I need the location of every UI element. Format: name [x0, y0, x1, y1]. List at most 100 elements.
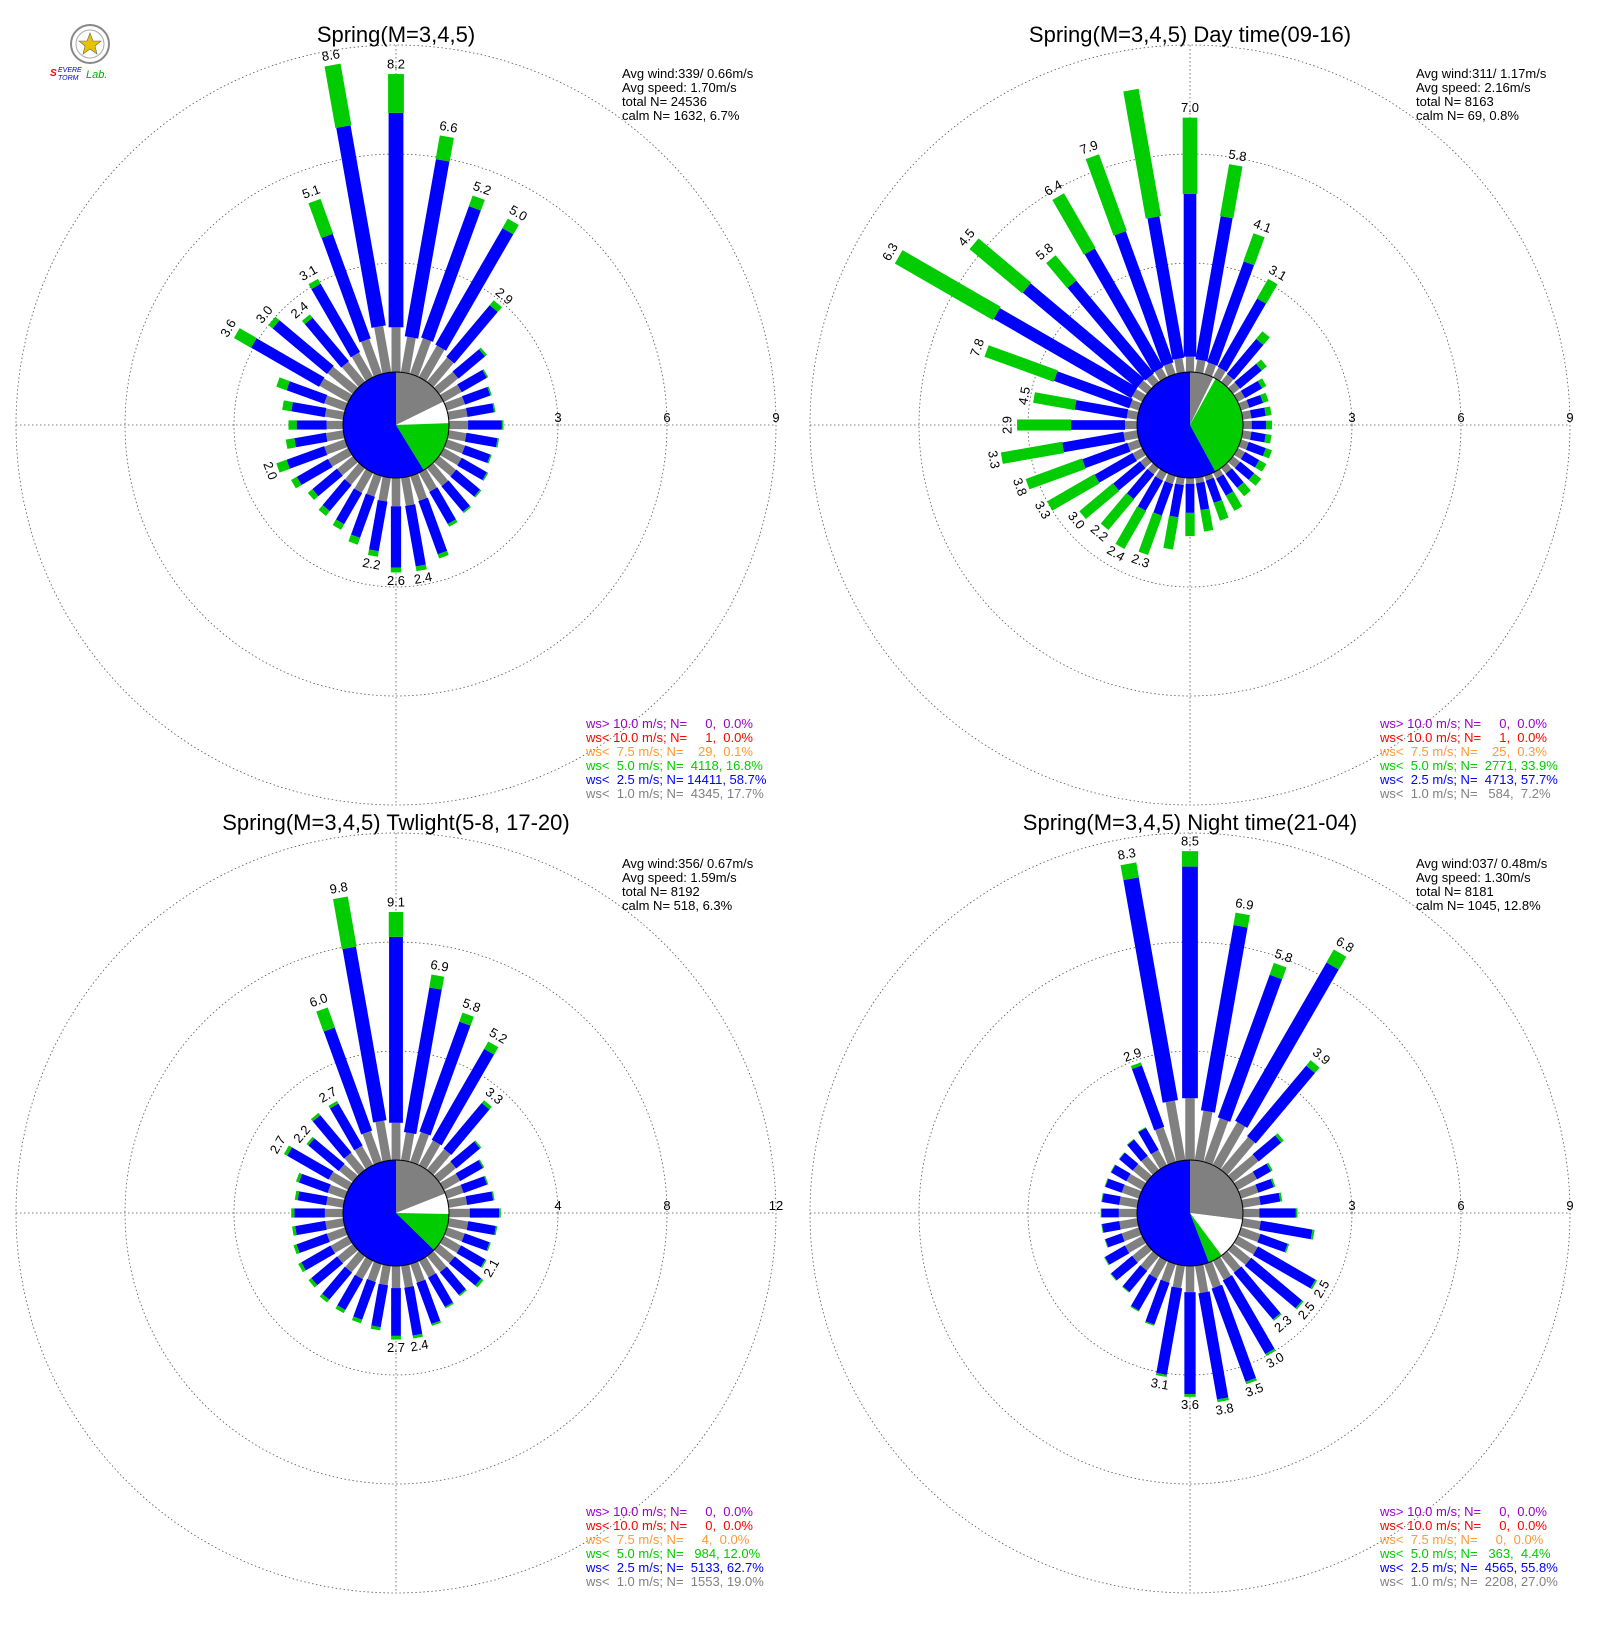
bar-calm-segment	[379, 1264, 391, 1286]
bar-light-segment	[1252, 1135, 1282, 1162]
bar-calm-segment	[1242, 1208, 1260, 1218]
legend-entry: ws> 10.0 m/s; N= 0, 0.0%	[585, 716, 753, 731]
bar-light-segment	[464, 432, 498, 448]
bar-calm-segment	[1119, 1196, 1139, 1208]
bar-dir-40	[1220, 1060, 1320, 1176]
bar-calm-segment	[1227, 1243, 1251, 1265]
bar-dir-190	[370, 1264, 391, 1331]
bar-green-segment	[333, 896, 357, 950]
bar-light-segment	[457, 369, 487, 393]
ring-label: 12	[769, 1198, 783, 1213]
bar-light-segment	[1217, 974, 1283, 1122]
bar-light-segment	[311, 1256, 344, 1286]
bar-value-label: 9.1	[387, 894, 405, 909]
bar-light-segment	[1185, 483, 1195, 513]
legend-entry: ws< 10.0 m/s; N= 0, 0.0%	[585, 1518, 753, 1533]
bar-green-segment	[1264, 406, 1272, 416]
bar-light-segment	[450, 1141, 481, 1169]
bar-calm-segment	[328, 1171, 353, 1191]
bar-calm-segment	[418, 1256, 436, 1278]
bar-dir-40	[426, 300, 502, 388]
bar-dir-20	[1203, 962, 1287, 1165]
bar-green-segment	[1110, 1273, 1117, 1281]
bar-value-label: 5.2	[471, 178, 493, 198]
bar-value-label: 8.6	[321, 46, 341, 64]
bar-calm-segment	[1243, 420, 1252, 430]
bar-green-segment	[307, 489, 319, 501]
stat-total-n: total N= 8163	[1416, 94, 1494, 109]
bar-light-segment	[1259, 1192, 1281, 1206]
bar-green-segment	[324, 63, 352, 129]
bar-calm-segment	[426, 1148, 451, 1176]
bar-dir-100	[1241, 430, 1272, 444]
bar-calm-segment	[328, 447, 353, 467]
bar-green-segment	[1219, 164, 1243, 219]
bar-dir-240	[1104, 1235, 1147, 1266]
bar-light-segment	[391, 1288, 401, 1336]
bar-light-segment	[1113, 461, 1146, 491]
bar-dir-40	[426, 1100, 492, 1176]
bar-calm-segment	[1175, 476, 1185, 486]
legend-entry: ws< 5.0 m/s; N= 984, 12.0%	[585, 1546, 761, 1561]
bar-light-segment	[1153, 481, 1174, 516]
bar-light-segment	[1216, 474, 1234, 496]
bar-calm-segment	[338, 1164, 359, 1183]
bar-light-segment	[1234, 363, 1262, 389]
bar-light-segment	[460, 1176, 488, 1194]
bar-light-segment	[312, 1115, 352, 1159]
bar-green-segment	[499, 1208, 501, 1218]
bar-green-segment	[1264, 434, 1272, 444]
bar-light-segment	[295, 1220, 327, 1236]
bar-light-segment	[353, 1278, 376, 1320]
bar-calm-segment	[1212, 1256, 1232, 1280]
bar-calm-segment	[410, 1261, 425, 1283]
bar-dir-240	[298, 1235, 353, 1273]
bar-light-segment	[439, 1266, 466, 1296]
bar-calm-segment	[409, 338, 432, 377]
wind-rose-panel-3: Spring(M=3,4,5) Twlight(5-8, 17-20) 4 8 12 9…	[15, 810, 783, 1594]
bar-green-segment	[1254, 459, 1267, 472]
bar-calm-segment	[1127, 439, 1142, 452]
bar-calm-segment	[1186, 478, 1194, 484]
bar-green-segment	[429, 974, 445, 990]
bar-value-label: 2.6	[387, 573, 405, 588]
bar-calm-segment	[391, 1266, 401, 1289]
bar-light-segment	[1123, 877, 1178, 1103]
bar-light-segment	[390, 506, 402, 568]
bar-light-segment	[1198, 1291, 1229, 1400]
bar-light-segment	[993, 308, 1138, 399]
bar-light-segment	[462, 386, 491, 405]
bar-green-segment	[291, 1208, 295, 1218]
bar-light-segment	[1244, 1257, 1303, 1309]
bar-light-segment	[1147, 216, 1185, 360]
bar-light-segment	[1251, 420, 1267, 430]
bar-light-segment	[301, 1245, 336, 1271]
bar-green-segment	[1256, 278, 1278, 304]
bar-light-segment	[429, 487, 456, 525]
bar-calm-segment	[1194, 1264, 1209, 1294]
bar-dir-290	[276, 377, 348, 411]
stat-avg-wind: Avg wind:311/ 1.17m/s	[1416, 66, 1547, 81]
bar-light-segment	[1119, 1152, 1139, 1171]
pie-calm-wedge	[396, 1160, 446, 1213]
bar-green-segment	[478, 1159, 485, 1168]
pie-white-wedge	[396, 401, 449, 425]
bar-dir-290	[295, 1172, 348, 1199]
bar-light-segment	[322, 479, 352, 512]
bar-calm-segment	[1155, 1127, 1177, 1165]
bar-light-segment	[1246, 394, 1264, 408]
bar-green-segment	[1181, 851, 1199, 867]
bar-calm-segment	[1132, 1164, 1153, 1183]
pie-outline	[1136, 371, 1244, 479]
bar-light-segment	[1195, 481, 1210, 511]
bar-calm-segment	[325, 430, 345, 442]
bar-light-segment	[452, 349, 486, 379]
bar-light-segment	[286, 381, 328, 404]
bar-dir-10	[400, 135, 454, 374]
bar-light-segment	[1255, 1178, 1274, 1193]
bar-green-segment	[390, 567, 402, 573]
bar-dir-100	[447, 430, 500, 448]
bar-green-segment	[1248, 473, 1262, 486]
bar-dir-150	[1212, 1256, 1276, 1356]
bar-green-segment	[292, 1226, 297, 1236]
